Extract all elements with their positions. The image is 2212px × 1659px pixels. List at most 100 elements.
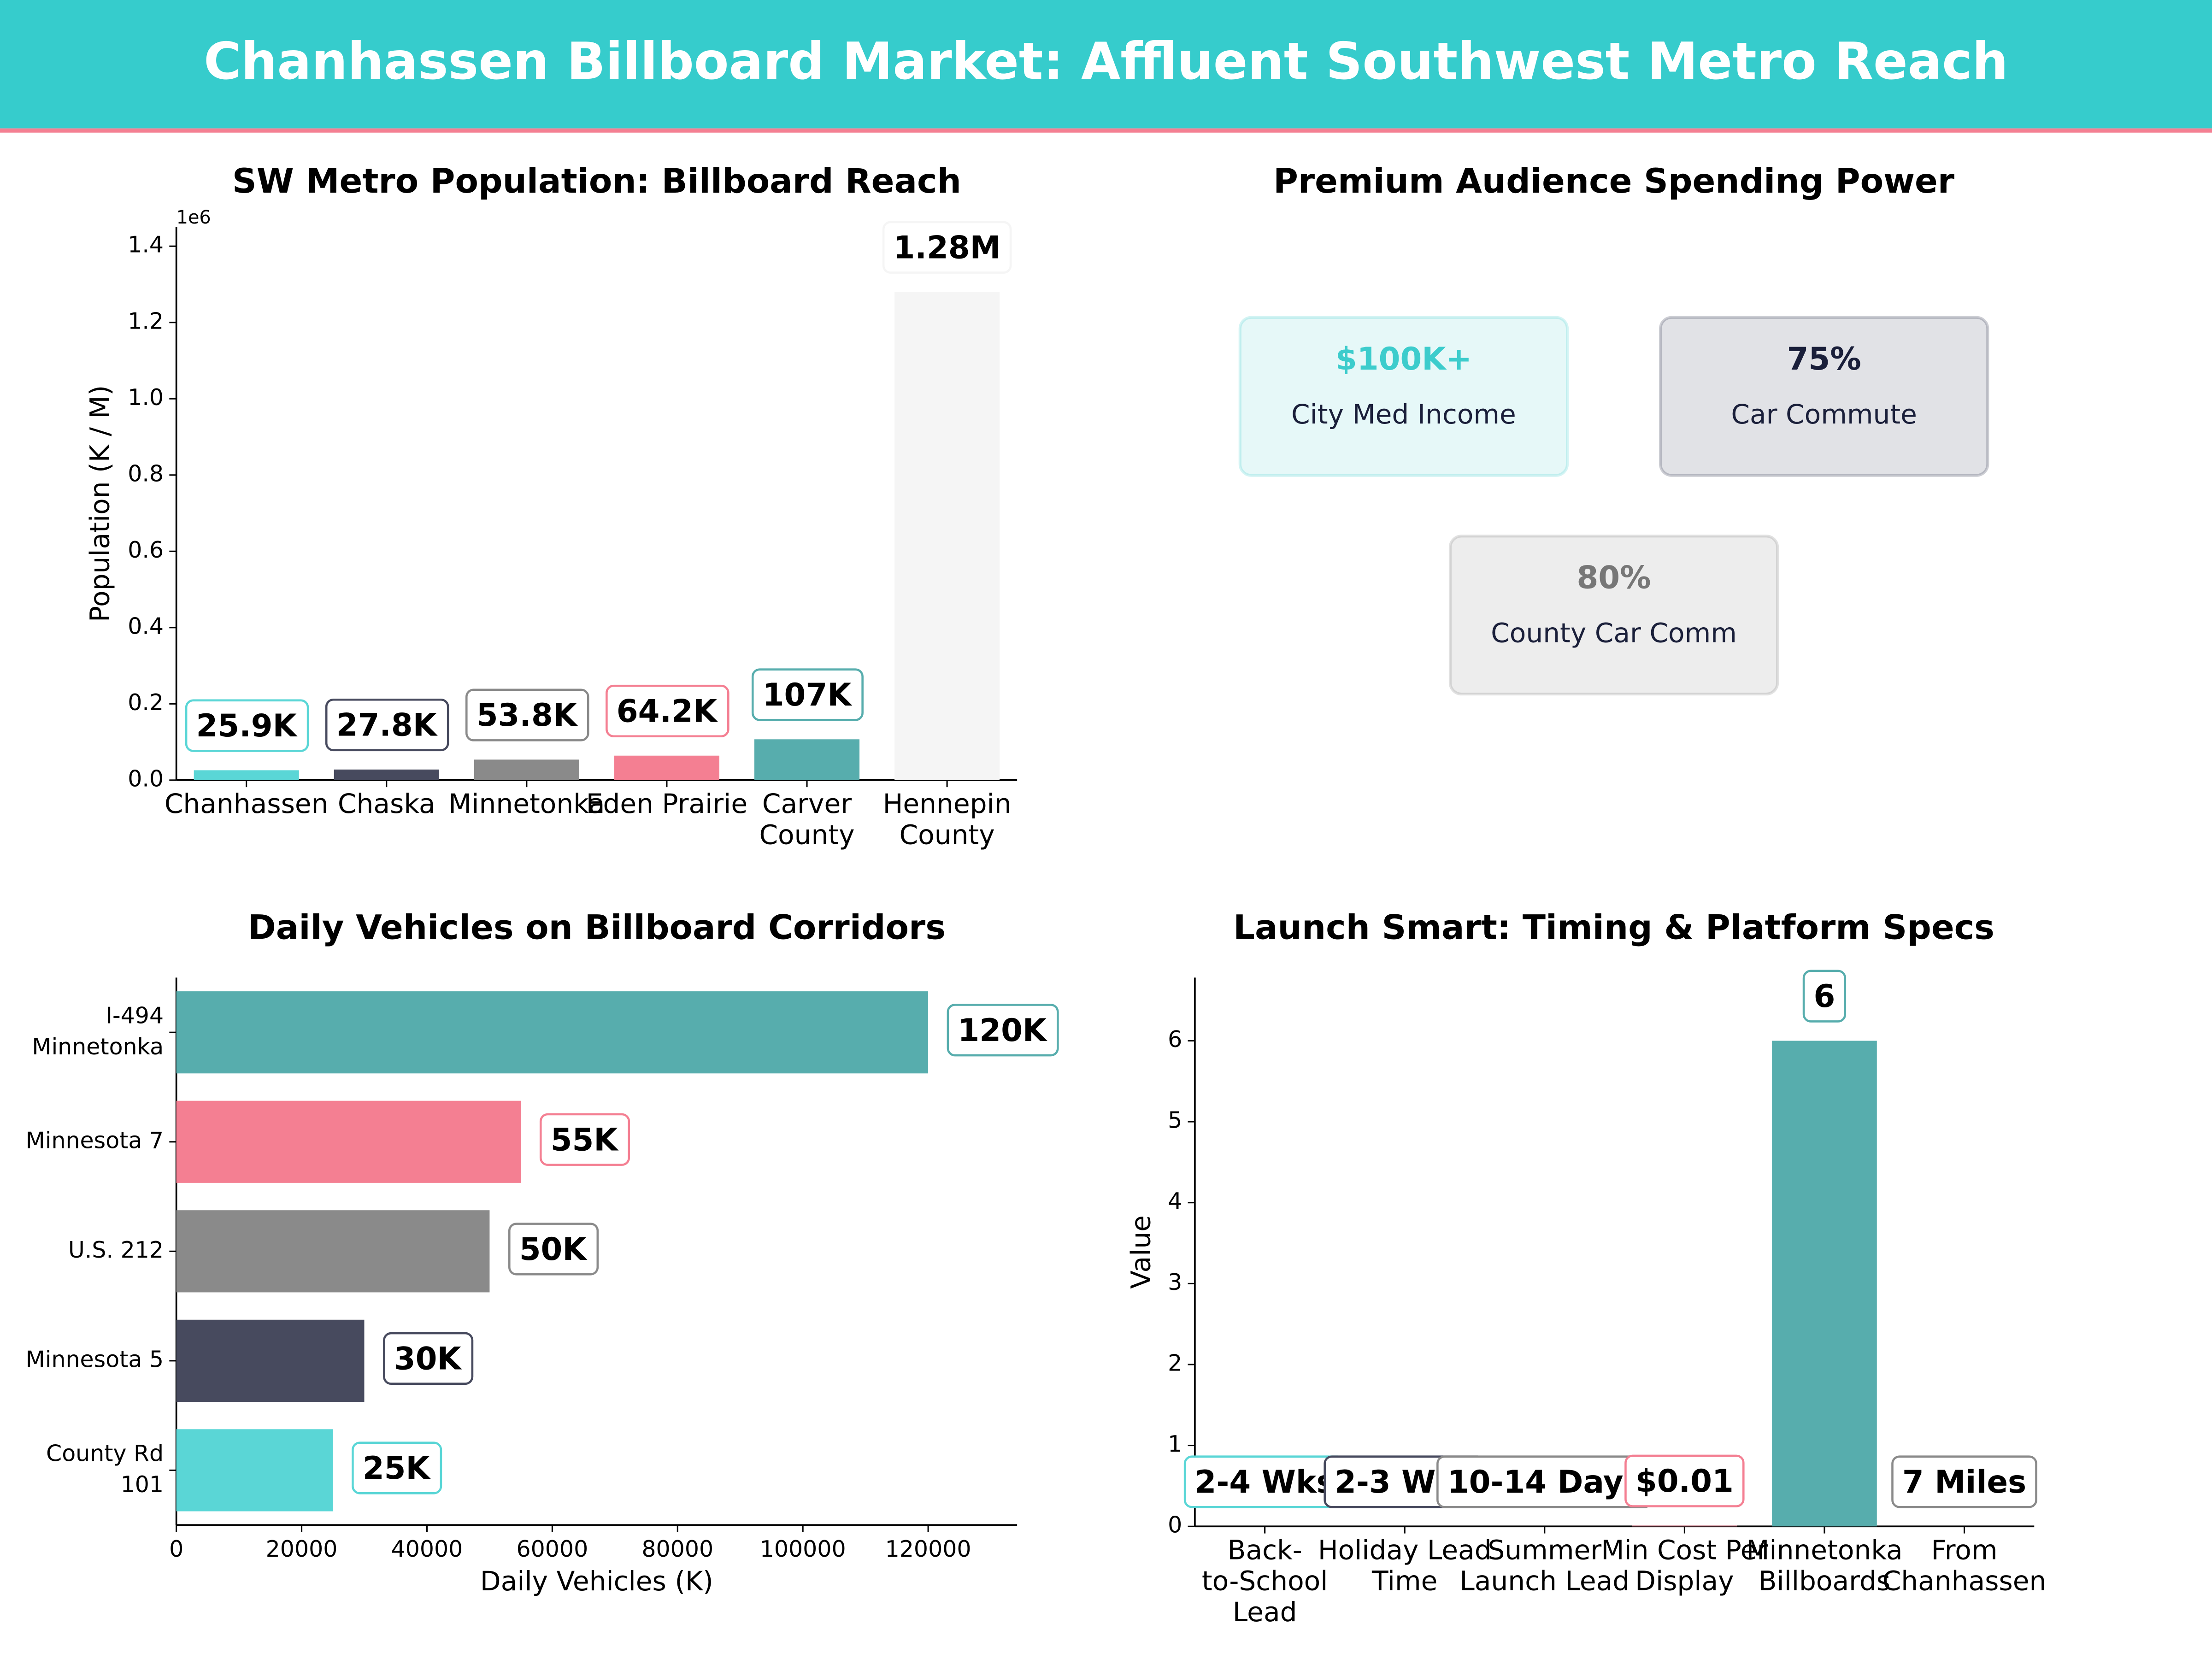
value-label: 1.28M: [894, 229, 1001, 265]
value-label-box: [751, 668, 864, 721]
value-label-box: [1891, 1455, 2037, 1508]
y-tick-label: 6: [1168, 1026, 1182, 1053]
header-band: [0, 0, 2212, 129]
bar: [334, 769, 439, 780]
value-label-box: [465, 688, 589, 741]
value-label: 120K: [958, 1012, 1048, 1048]
bar: [194, 770, 299, 780]
x-tick-label: 60000: [516, 1536, 588, 1562]
y-tick-label: 0: [1168, 1512, 1182, 1538]
bar: [176, 991, 929, 1074]
value-label-box: [1624, 1454, 1745, 1507]
value-label-box: [325, 698, 449, 752]
bar: [894, 292, 1000, 780]
bar: [176, 1319, 365, 1402]
value-label-box: [947, 1004, 1059, 1057]
value-label-box: [185, 699, 309, 752]
value-label-box: [352, 1441, 442, 1494]
value-label-box: [1802, 970, 1847, 1023]
y-tick-label: 1: [1168, 1431, 1182, 1457]
y-tick-label: 0.4: [128, 613, 164, 639]
value-label: $0.01: [1635, 1463, 1734, 1499]
kpi-card: [1238, 316, 1569, 477]
value-label: 6: [1813, 978, 1835, 1014]
x-tick-label: Back-to-School Lead: [1202, 1534, 1328, 1628]
value-label: 25.9K: [196, 707, 298, 744]
y-tick-label: 1.0: [128, 384, 164, 411]
x-tick-label: 100000: [760, 1536, 846, 1562]
bar: [474, 759, 579, 780]
y-tick-label: 0.6: [128, 537, 164, 563]
x-tick-label: 120000: [885, 1536, 971, 1562]
value-label: 7 Miles: [1902, 1464, 2026, 1500]
bar: [754, 739, 860, 780]
x-tick-label: Chanhassen: [165, 788, 329, 819]
value-label: 107K: [763, 677, 853, 713]
y-tick-label: Minnesota 5: [26, 1346, 164, 1372]
y-tick-label: 4: [1168, 1188, 1182, 1214]
value-label: 10-14 Days: [1447, 1464, 1642, 1500]
x-tick-label: Chaska: [338, 788, 435, 819]
x-tick-label: Minnetonka Billboards: [1746, 1534, 1902, 1596]
y-tick-label: 0.0: [128, 765, 164, 792]
chart-title: SW Metro Population: Billboard Reach: [232, 162, 961, 201]
bar: [176, 1210, 490, 1293]
header-title: Chanhassen Billboard Market: Affluent So…: [204, 32, 2008, 91]
bar: [1772, 1041, 1877, 1527]
x-tick-label: 40000: [391, 1536, 463, 1562]
x-tick-label: Hennepin County: [883, 788, 1012, 850]
y-tick-label: 0.8: [128, 460, 164, 487]
y-tick-label: 0.2: [128, 689, 164, 716]
bar: [176, 1100, 521, 1183]
x-tick-label: Carver County: [759, 788, 854, 850]
y-tick-label: 1.2: [128, 308, 164, 334]
value-label-box: [606, 684, 729, 738]
bar: [614, 755, 719, 780]
x-axis-label: Daily Vehicles (K): [480, 1565, 713, 1597]
kpi-value: 75%: [1787, 341, 1861, 377]
value-label-box: [882, 221, 1012, 274]
value-label: 53.8K: [477, 697, 578, 733]
x-tick-label: Holiday Lead Time: [1318, 1534, 1492, 1596]
x-tick-label: Min Cost Per Display: [1601, 1534, 1768, 1596]
x-tick-label: Eden Prairie: [586, 788, 747, 819]
kpi-label: City Med Income: [1291, 399, 1516, 430]
x-tick-label: From Chanhassen: [1883, 1534, 2047, 1596]
value-label: 64.2K: [617, 693, 718, 729]
x-tick-label: Minnetonka: [448, 788, 605, 819]
value-label: 27.8K: [336, 707, 438, 743]
chart-title: Launch Smart: Timing & Platform Specs: [1233, 908, 1994, 947]
value-label: 30K: [394, 1340, 463, 1377]
value-label-box: [383, 1332, 474, 1385]
y-axis-label: Value: [1125, 1215, 1157, 1289]
y-tick-label: I-494 Minnetonka: [32, 1002, 164, 1059]
axis-offset: 1e6: [176, 207, 211, 228]
value-label-box: [508, 1223, 599, 1276]
y-tick-label: 1.4: [128, 232, 164, 258]
x-tick-label: 0: [169, 1536, 183, 1562]
kpi-label: County Car Comm: [1491, 618, 1737, 649]
y-tick-label: U.S. 212: [68, 1237, 164, 1263]
y-tick-label: 3: [1168, 1269, 1182, 1295]
value-label: 55K: [551, 1121, 619, 1158]
value-label-box: [539, 1113, 630, 1166]
y-axis-label: Population (K / M): [84, 385, 116, 622]
value-label: 2-4 Wks: [1195, 1464, 1335, 1500]
y-tick-label: Minnesota 7: [26, 1127, 164, 1153]
kpi-value: $100K+: [1335, 341, 1472, 377]
x-tick-label: 80000: [641, 1536, 713, 1562]
kpi-value: 80%: [1577, 559, 1651, 596]
bar: [176, 1429, 333, 1512]
bar: [1632, 1525, 1737, 1527]
x-tick-label: Summer Launch Lead: [1459, 1534, 1630, 1596]
y-tick-label: County Rd 101: [46, 1440, 164, 1497]
y-tick-label: 5: [1168, 1107, 1182, 1134]
chart-title: Daily Vehicles on Billboard Corridors: [248, 908, 946, 947]
value-label: 50K: [519, 1231, 588, 1267]
kpi-label: Car Commute: [1731, 399, 1917, 430]
y-tick-label: 2: [1168, 1350, 1182, 1376]
kpi-card: [1659, 316, 1989, 477]
kpi-card: [1448, 535, 1779, 696]
